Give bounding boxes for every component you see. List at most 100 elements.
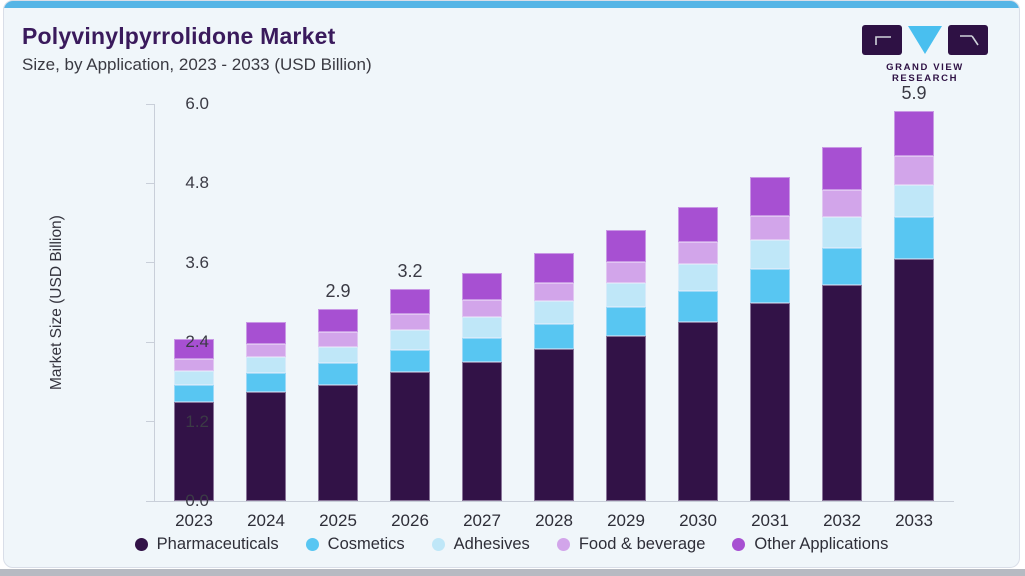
logo-v-icon xyxy=(908,26,942,54)
bar-segment-cosmetics xyxy=(750,269,790,304)
bar-value-label: 5.9 xyxy=(901,82,927,103)
bar-segment-adhesives xyxy=(246,357,286,374)
x-tick-label: 2026 xyxy=(391,511,429,530)
bar-segment-cosmetics xyxy=(246,373,286,392)
bar-value-label: 3.2 xyxy=(397,261,423,282)
y-axis-tick xyxy=(146,341,154,343)
y-axis-tick xyxy=(146,262,154,264)
bar-2023 xyxy=(174,338,214,501)
bar-segment-other-applications xyxy=(822,147,862,191)
logo-r-icon xyxy=(948,25,988,55)
y-axis-tick xyxy=(146,421,154,423)
chart-legend: Pharmaceuticals Cosmetics Adhesives Food & … xyxy=(4,535,1019,554)
bar-2032 xyxy=(822,147,862,501)
y-tick-label: 4.8 xyxy=(185,173,209,193)
legend-item-other-applications: Other Applications xyxy=(732,535,888,554)
logo-text: GRAND VIEW RESEARCH xyxy=(886,62,964,84)
legend-swatch-icon xyxy=(431,538,445,551)
x-tick-label: 2032 xyxy=(823,511,861,530)
bar-segment-adhesives xyxy=(822,216,862,249)
bar-2028 xyxy=(534,252,574,501)
bar-segment-cosmetics xyxy=(390,349,430,372)
legend-item-cosmetics: Cosmetics xyxy=(305,535,405,554)
x-tick-label: 2025 xyxy=(319,511,357,530)
bar-2026: 3.2 xyxy=(390,261,430,501)
bar-segment-pharmaceuticals xyxy=(318,385,358,501)
bar-value-label: 2.9 xyxy=(325,281,351,302)
x-tick-label: 2028 xyxy=(535,511,573,530)
bar-segment-cosmetics xyxy=(822,248,862,286)
x-tick-label: 2027 xyxy=(463,511,501,530)
bar-segment-pharmaceuticals xyxy=(894,258,934,501)
bar-segment-pharmaceuticals xyxy=(606,335,646,501)
bar-segment-pharmaceuticals xyxy=(174,402,214,501)
bar-segment-other-applications xyxy=(750,176,790,216)
y-axis-tick xyxy=(146,500,154,502)
legend-label: Adhesives xyxy=(453,535,530,553)
legend-swatch-icon xyxy=(732,538,746,551)
legend-label: Cosmetics xyxy=(327,535,405,553)
bar-2031 xyxy=(750,176,790,501)
legend-item-food-beverage: Food & beverage xyxy=(556,535,706,554)
y-axis-tick xyxy=(146,182,154,184)
bar-segment-cosmetics xyxy=(678,290,718,322)
bar-segment-other-applications xyxy=(246,322,286,345)
bar-segment-cosmetics xyxy=(606,307,646,336)
bar-segment-other-applications xyxy=(318,309,358,333)
bar-segment-adhesives xyxy=(534,301,574,324)
page-subtitle: Size, by Application, 2023 - 2033 (USD B… xyxy=(22,55,372,74)
bar-segment-cosmetics xyxy=(894,217,934,259)
bar-segment-food-beverage xyxy=(462,299,502,318)
y-tick-label: 0.0 xyxy=(185,491,209,510)
bar-segment-food-beverage xyxy=(678,242,718,265)
bar-segment-adhesives xyxy=(318,346,358,364)
bar-segment-pharmaceuticals xyxy=(750,303,790,501)
bar-segment-pharmaceuticals xyxy=(678,321,718,501)
y-tick-label: 2.4 xyxy=(185,332,209,352)
bar-segment-cosmetics xyxy=(534,323,574,350)
legend-label: Food & beverage xyxy=(578,535,706,553)
bar-segment-pharmaceuticals xyxy=(822,285,862,501)
x-tick-label: 2029 xyxy=(607,511,645,530)
bar-segment-other-applications xyxy=(174,338,214,359)
legend-swatch-icon xyxy=(134,538,148,551)
x-axis-line xyxy=(154,501,954,502)
bar-segment-food-beverage xyxy=(390,314,430,331)
bar-2024 xyxy=(246,322,286,501)
bar-segment-food-beverage xyxy=(822,190,862,217)
bar-segment-adhesives xyxy=(894,185,934,218)
bar-segment-adhesives xyxy=(750,240,790,270)
legend-swatch-icon xyxy=(305,538,319,551)
bar-segment-cosmetics xyxy=(462,337,502,363)
logo-shapes xyxy=(851,25,999,57)
bar-segment-food-beverage xyxy=(750,215,790,241)
bar-segment-pharmaceuticals xyxy=(462,362,502,501)
bar-segment-other-applications xyxy=(534,252,574,283)
bar-2030 xyxy=(678,206,718,501)
x-tick-label: 2033 xyxy=(895,511,933,530)
x-tick-label: 2024 xyxy=(247,511,285,530)
bar-2033: 5.9 xyxy=(894,83,934,501)
bar-segment-other-applications xyxy=(606,229,646,263)
bar-segment-other-applications xyxy=(894,110,934,156)
y-tick-label: 1.2 xyxy=(185,411,209,431)
bar-segment-adhesives xyxy=(606,282,646,308)
legend-swatch-icon xyxy=(556,538,570,551)
plot-area: 2023 2024 2.9 2025 3.2 2026 2027 2028 2029 2030 20… xyxy=(146,83,954,530)
grand-view-research-logo: GRAND VIEW RESEARCH xyxy=(851,25,999,84)
bar-segment-adhesives xyxy=(678,264,718,291)
bar-segment-other-applications xyxy=(678,206,718,243)
bar-2025: 2.9 xyxy=(318,281,358,501)
logo-g-icon xyxy=(862,25,902,55)
y-tick-label: 3.6 xyxy=(185,252,209,272)
legend-item-adhesives: Adhesives xyxy=(431,535,530,554)
bar-segment-food-beverage xyxy=(606,262,646,283)
top-accent-bar xyxy=(4,1,1019,8)
y-tick-label: 6.0 xyxy=(185,94,209,113)
legend-item-pharmaceuticals: Pharmaceuticals xyxy=(134,535,279,554)
x-tick-label: 2023 xyxy=(175,511,213,530)
page-title: Polyvinylpyrrolidone Market xyxy=(22,23,336,49)
bar-segment-food-beverage xyxy=(318,332,358,347)
y-axis-tick xyxy=(146,103,154,105)
x-tick-label: 2030 xyxy=(679,511,717,530)
